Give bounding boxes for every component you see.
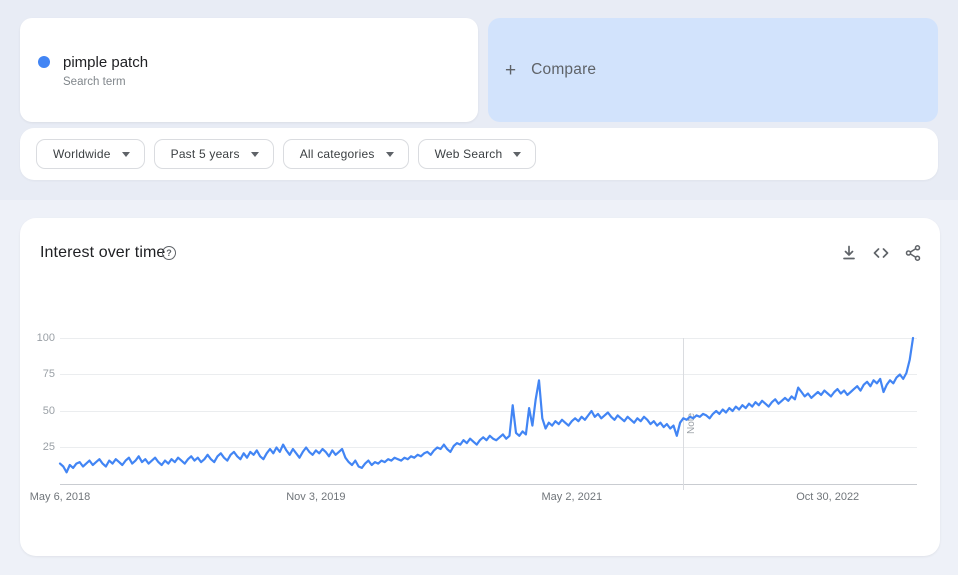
add-comparison-card[interactable]: + Compare bbox=[488, 18, 938, 122]
download-icon[interactable] bbox=[840, 244, 858, 262]
y-axis-label-100: 100 bbox=[36, 331, 55, 344]
filter-category-label: All categories bbox=[299, 147, 375, 161]
search-term-card[interactable]: pimple patch Search term bbox=[20, 18, 478, 122]
gridline-25 bbox=[60, 447, 917, 448]
y-axis-label-50: 50 bbox=[42, 404, 55, 417]
filter-property-label: Web Search bbox=[434, 147, 503, 161]
gridline-75 bbox=[60, 374, 917, 375]
filter-category-dropdown[interactable]: All categories bbox=[282, 139, 409, 169]
filter-geo-dropdown[interactable]: Worldwide bbox=[36, 139, 145, 169]
x-axis-label: Nov 3, 2019 bbox=[286, 491, 346, 503]
y-axis-label-25: 25 bbox=[42, 441, 55, 453]
search-term-type: Search term bbox=[63, 75, 126, 88]
filter-geo-label: Worldwide bbox=[53, 147, 111, 161]
x-axis-label: May 6, 2018 bbox=[29, 491, 91, 503]
embed-icon[interactable] bbox=[872, 244, 890, 262]
filter-property-dropdown[interactable]: Web Search bbox=[417, 139, 537, 169]
filter-bar: Worldwide Past 5 years All categories We… bbox=[20, 128, 938, 180]
chevron-down-icon bbox=[385, 151, 394, 157]
chart-title: Interest over time bbox=[40, 244, 166, 261]
share-icon[interactable] bbox=[904, 244, 922, 262]
x-axis-label: May 2, 2021 bbox=[541, 491, 603, 503]
filter-time-label: Past 5 years bbox=[170, 147, 240, 161]
series-color-dot-icon bbox=[38, 56, 50, 68]
compare-label: Compare bbox=[531, 61, 597, 78]
y-axis-label-75: 75 bbox=[42, 368, 55, 380]
x-axis-line bbox=[60, 483, 917, 485]
interest-over-time-card: Interest over time ? bbox=[20, 218, 940, 556]
plus-icon: + bbox=[505, 59, 517, 81]
chevron-down-icon bbox=[513, 151, 522, 157]
gridline-100 bbox=[60, 337, 917, 339]
search-term-label: pimple patch bbox=[63, 53, 149, 71]
note-marker-line[interactable] bbox=[683, 337, 685, 490]
x-axis-label: Oct 30, 2022 bbox=[796, 491, 860, 503]
chevron-down-icon bbox=[250, 151, 259, 157]
gridline-50 bbox=[60, 410, 917, 412]
trend-line bbox=[58, 336, 915, 473]
search-term-text: pimple patch Search term bbox=[63, 53, 148, 88]
filter-time-dropdown[interactable]: Past 5 years bbox=[153, 139, 274, 169]
chevron-down-icon bbox=[121, 151, 130, 157]
explore-header-section: pimple patch Search term + Compare World… bbox=[0, 0, 958, 200]
chart-actions bbox=[840, 244, 922, 262]
help-icon[interactable]: ? bbox=[162, 246, 176, 260]
